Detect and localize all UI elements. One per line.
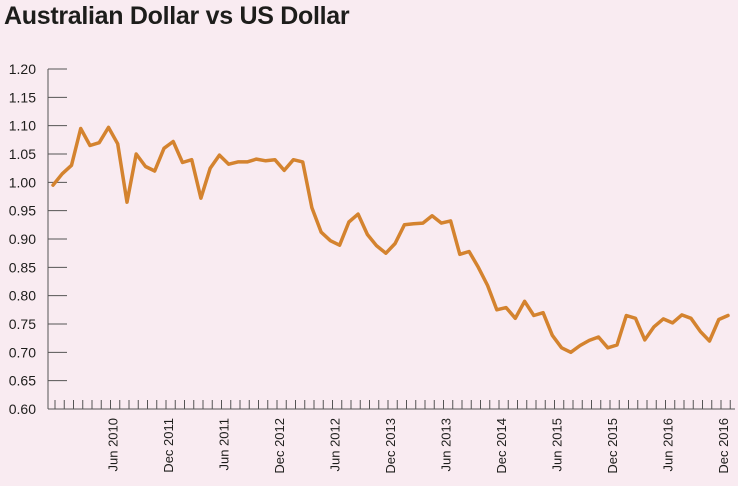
x-tick-labels: Jun 2010 Dec 2011 Jun 2011 Dec 2012 Jun 2012… bbox=[105, 418, 731, 474]
y-tick-label: 1.15 bbox=[9, 89, 36, 105]
y-tick-label: 0.70 bbox=[9, 344, 36, 360]
y-tick-label: 0.80 bbox=[9, 288, 36, 304]
x-tick-label: Jun 2011 bbox=[216, 418, 231, 471]
y-tick-label: 0.75 bbox=[9, 316, 36, 332]
chart-title: Australian Dollar vs US Dollar bbox=[4, 2, 350, 30]
y-tick-label: 1.20 bbox=[9, 61, 36, 77]
x-tick-label: Dec 2013 bbox=[383, 418, 398, 474]
y-tick-label: 1.05 bbox=[9, 146, 36, 162]
x-axis: Jun 2010 Dec 2011 Jun 2011 Dec 2012 Jun 2012… bbox=[48, 400, 735, 474]
x-tick-label: Dec 2012 bbox=[272, 418, 287, 474]
y-tick-label: 0.95 bbox=[9, 203, 36, 219]
x-tick-label: Dec 2016 bbox=[716, 418, 731, 474]
x-tick-label: Dec 2015 bbox=[605, 418, 620, 474]
x-tick-marks bbox=[54, 400, 731, 409]
y-tick-label: 0.60 bbox=[9, 401, 36, 417]
y-tick-label: 1.00 bbox=[9, 174, 36, 190]
x-tick-label: Jun 2015 bbox=[549, 418, 564, 472]
x-tick-label: Jun 2010 bbox=[105, 418, 120, 472]
y-axis: 0.60 0.65 0.70 0.75 0.80 0.85 0.90 0.95 1.00 1.05… bbox=[9, 61, 67, 417]
y-tick-labels: 0.60 0.65 0.70 0.75 0.80 0.85 0.90 0.95 1.00 1.05… bbox=[9, 61, 36, 417]
x-tick-label: Jun 2013 bbox=[438, 418, 453, 472]
x-tick-label: Jun 2012 bbox=[327, 418, 342, 472]
y-tick-label: 1.10 bbox=[9, 118, 36, 134]
y-tick-label: 0.85 bbox=[9, 259, 36, 275]
series-line bbox=[51, 125, 730, 355]
x-tick-label: Dec 2014 bbox=[494, 418, 509, 474]
plot-area bbox=[51, 125, 730, 355]
y-tick-label: 0.65 bbox=[9, 373, 36, 389]
y-tick-marks bbox=[48, 68, 67, 410]
y-tick-label: 0.90 bbox=[9, 231, 36, 247]
x-tick-label: Jun 2016 bbox=[660, 418, 675, 472]
x-tick-label: Dec 2011 bbox=[161, 418, 176, 473]
